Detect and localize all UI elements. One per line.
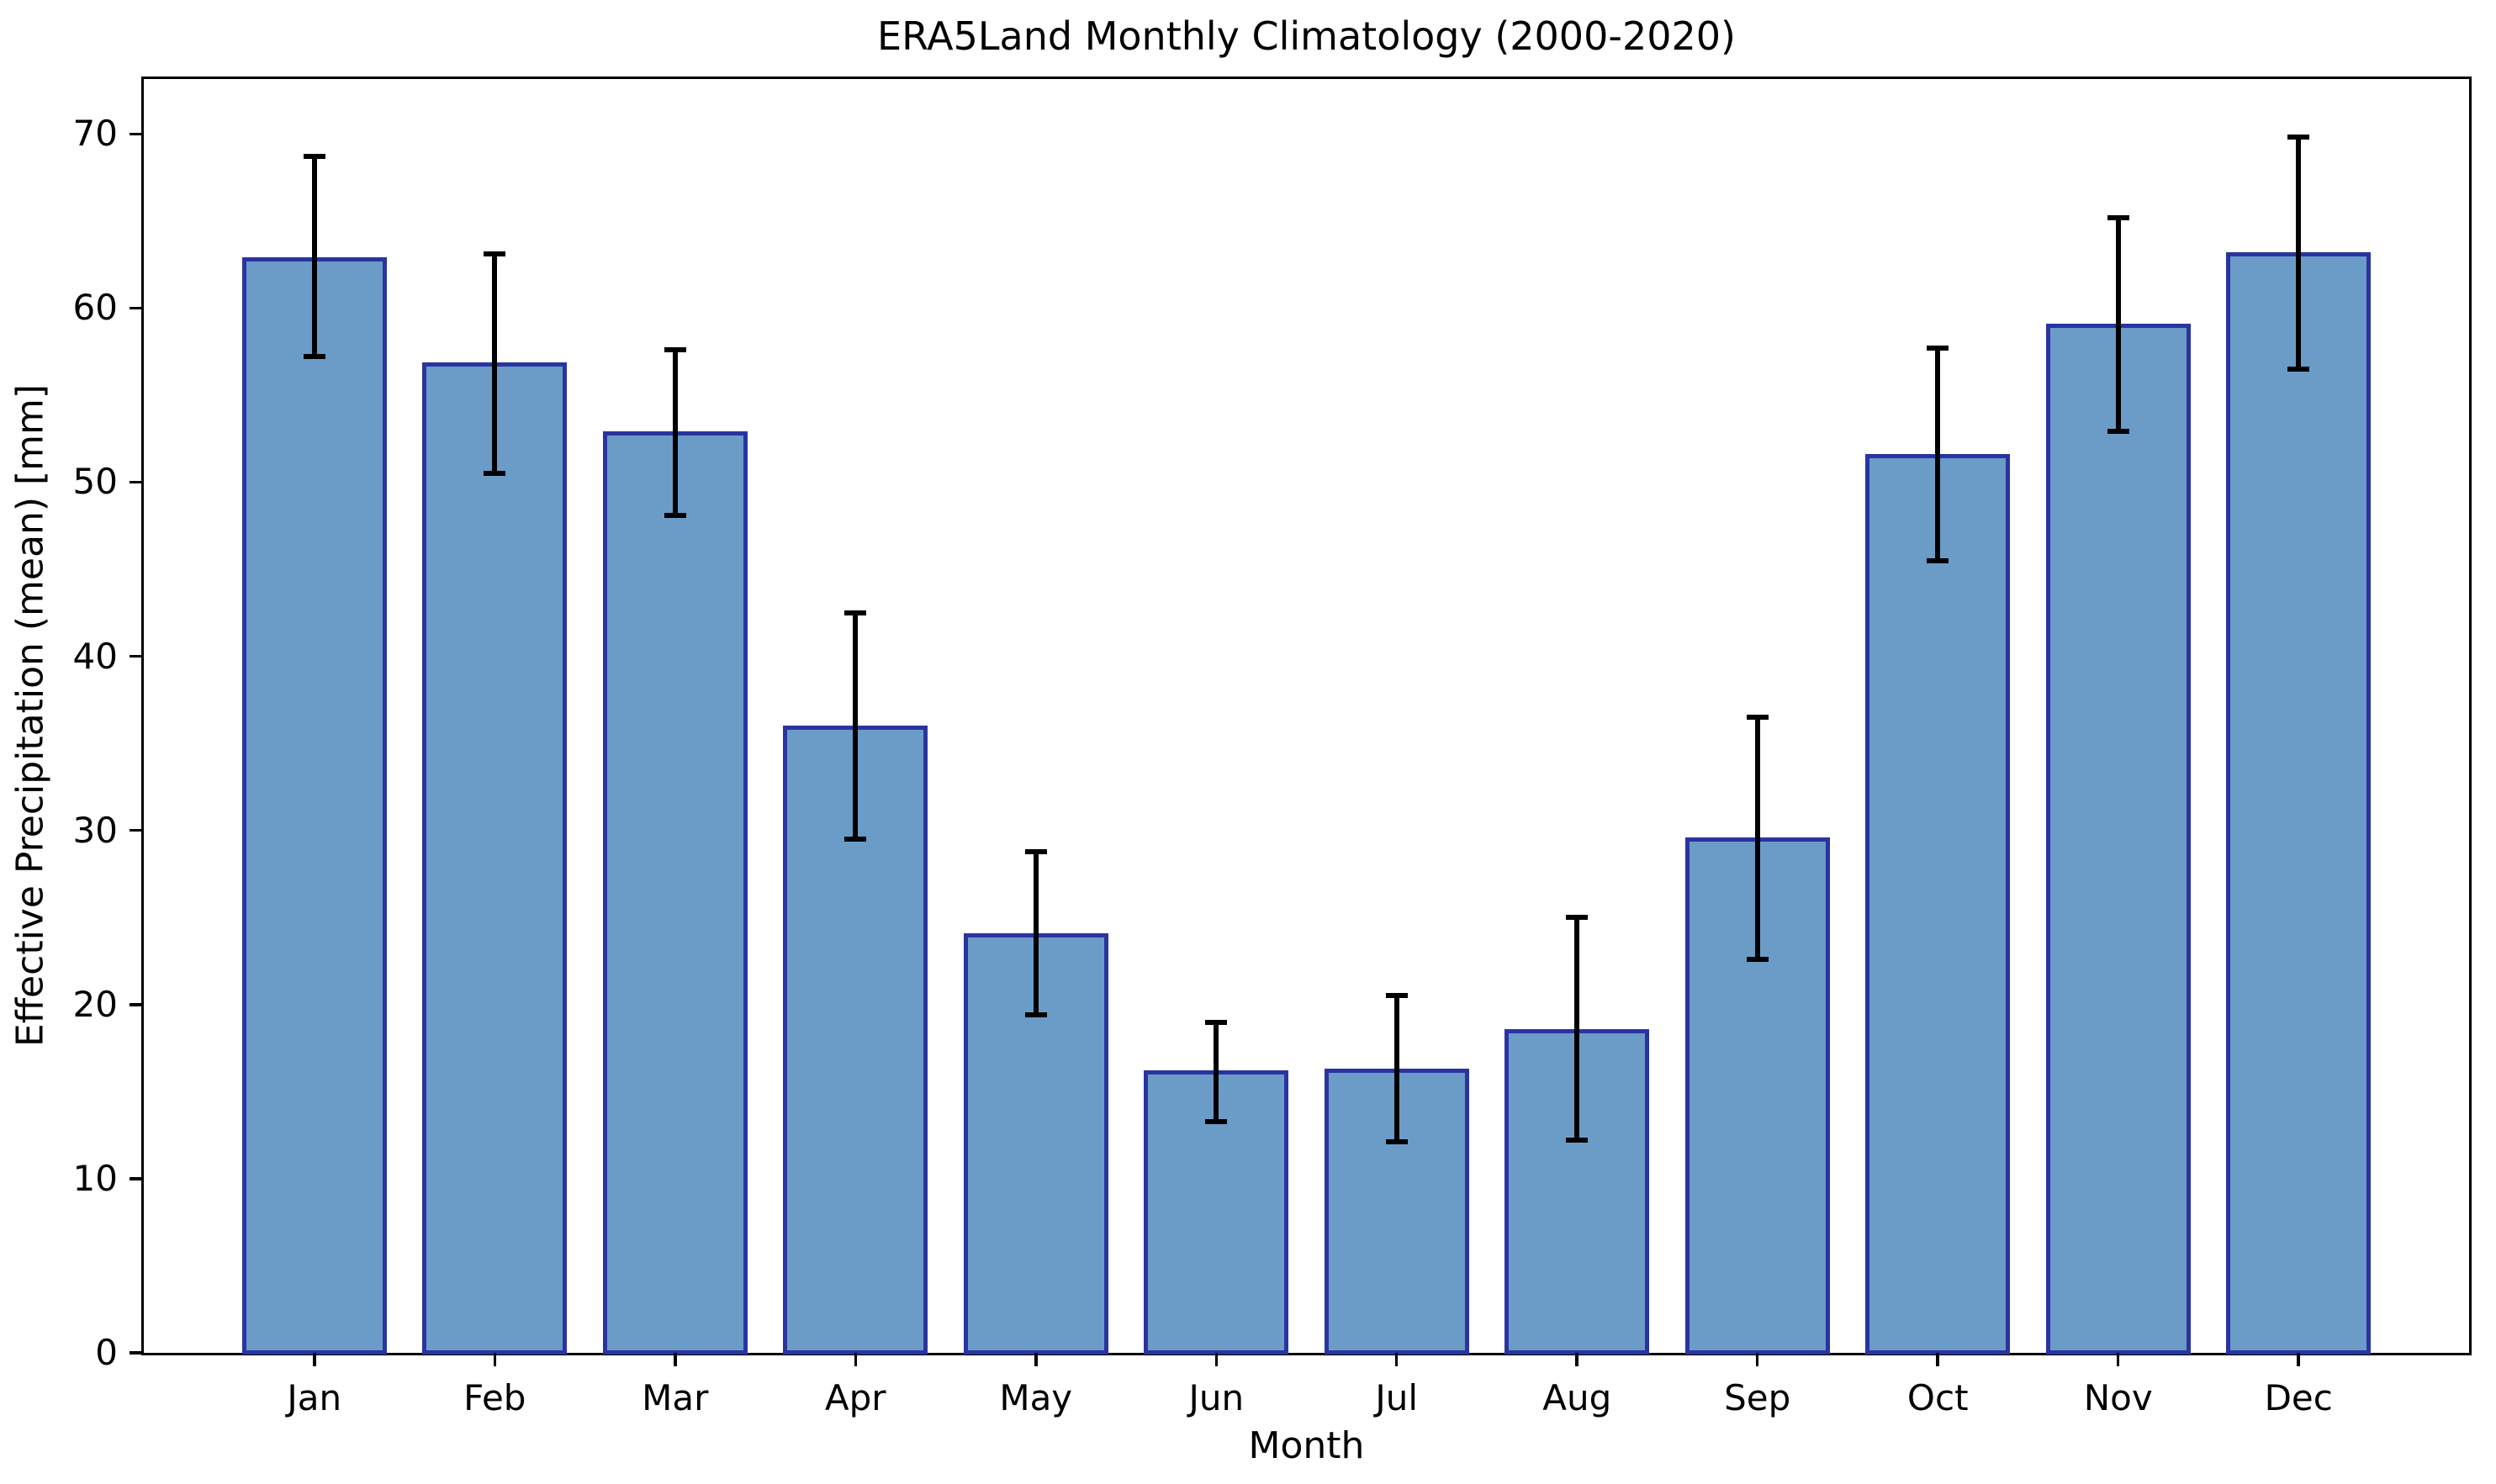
x-tick-label-mar: Mar <box>642 1377 709 1418</box>
y-tick-mark-40 <box>130 654 143 658</box>
errorbar-aug <box>1574 917 1580 1141</box>
y-tick-label-30: 30 <box>72 809 118 851</box>
errorbar-apr <box>853 612 859 840</box>
bar-jul <box>1324 1069 1469 1355</box>
x-tick-mark-aug <box>1575 1353 1579 1366</box>
bar-mar <box>602 431 748 1355</box>
x-tick-label-aug: Aug <box>1542 1377 1612 1418</box>
x-tick-label-apr: Apr <box>824 1377 886 1418</box>
errorbar-cap-top-oct <box>1927 346 1949 351</box>
x-tick-mark-mar <box>674 1353 677 1366</box>
x-tick-mark-apr <box>854 1353 857 1366</box>
errorbar-cap-top-nov <box>2107 214 2129 220</box>
errorbar-mar <box>672 350 678 515</box>
errorbar-cap-bottom-apr <box>844 837 867 842</box>
errorbar-cap-bottom-aug <box>1566 1138 1589 1143</box>
errorbar-cap-top-may <box>1024 848 1047 854</box>
x-tick-mark-jul <box>1394 1353 1399 1366</box>
bar-jan <box>241 257 387 1355</box>
y-tick-label-0: 0 <box>95 1332 118 1373</box>
x-tick-mark-nov <box>2116 1353 2120 1366</box>
errorbar-cap-bottom-jun <box>1205 1118 1228 1124</box>
errorbar-cap-top-jan <box>303 154 325 160</box>
y-tick-mark-50 <box>130 480 143 484</box>
y-tick-label-60: 60 <box>72 287 118 329</box>
x-tick-mark-jun <box>1214 1353 1218 1366</box>
errorbar-sep <box>1754 717 1760 959</box>
errorbar-cap-bottom-nov <box>2107 429 2129 435</box>
x-axis-label: Month <box>1248 1424 1365 1467</box>
chart-title: ERA5Land Monthly Climatology (2000-2020) <box>877 13 1736 59</box>
errorbar-jun <box>1214 1022 1219 1122</box>
errorbar-cap-top-apr <box>844 610 867 615</box>
y-tick-label-20: 20 <box>72 983 118 1025</box>
x-tick-label-jan: Jan <box>287 1377 342 1418</box>
x-tick-mark-feb <box>493 1353 497 1366</box>
errorbar-cap-bottom-mar <box>664 512 686 518</box>
y-tick-label-50: 50 <box>72 461 118 503</box>
bar-jun <box>1144 1070 1289 1355</box>
errorbar-cap-bottom-sep <box>1746 956 1769 962</box>
x-tick-label-oct: Oct <box>1906 1377 1969 1418</box>
errorbar-cap-top-feb <box>484 251 506 257</box>
x-tick-label-may: May <box>999 1377 1073 1418</box>
bar-oct <box>1865 454 2011 1355</box>
x-tick-label-sep: Sep <box>1724 1377 1791 1418</box>
y-tick-mark-20 <box>130 1003 143 1006</box>
errorbar-cap-top-sep <box>1746 715 1769 721</box>
x-tick-mark-may <box>1034 1353 1038 1366</box>
errorbar-cap-bottom-feb <box>484 471 506 477</box>
errorbar-cap-bottom-jan <box>303 354 325 360</box>
errorbar-cap-top-aug <box>1566 915 1589 921</box>
bar-dec <box>2226 252 2372 1355</box>
y-tick-mark-70 <box>130 132 143 136</box>
x-tick-mark-sep <box>1755 1353 1759 1366</box>
errorbar-oct <box>1935 348 1941 561</box>
errorbar-jan <box>311 156 317 357</box>
x-tick-label-dec: Dec <box>2264 1377 2333 1418</box>
y-tick-mark-10 <box>130 1177 143 1180</box>
x-tick-mark-oct <box>1936 1353 1939 1366</box>
errorbar-cap-top-mar <box>664 347 686 353</box>
errorbar-cap-top-dec <box>2287 135 2310 140</box>
errorbar-cap-top-jun <box>1205 1019 1228 1025</box>
errorbar-dec <box>2296 137 2302 369</box>
errorbar-cap-bottom-may <box>1024 1012 1047 1018</box>
y-tick-mark-60 <box>130 306 143 310</box>
x-tick-label-jun: Jun <box>1188 1377 1245 1418</box>
errorbar-jul <box>1393 995 1399 1143</box>
y-tick-label-40: 40 <box>72 635 118 677</box>
errorbar-cap-bottom-dec <box>2287 366 2310 372</box>
bar-nov <box>2045 324 2191 1355</box>
x-tick-label-feb: Feb <box>463 1377 526 1418</box>
errorbar-feb <box>492 254 498 474</box>
errorbar-cap-bottom-jul <box>1385 1139 1408 1145</box>
y-tick-mark-0 <box>130 1351 143 1355</box>
x-tick-mark-dec <box>2297 1353 2300 1366</box>
bar-feb <box>422 362 568 1355</box>
x-tick-mark-jan <box>313 1353 316 1366</box>
errorbar-may <box>1033 851 1039 1016</box>
errorbar-cap-bottom-oct <box>1927 557 1949 563</box>
x-tick-label-nov: Nov <box>2083 1377 2153 1418</box>
errorbar-cap-top-jul <box>1385 993 1408 999</box>
y-tick-mark-30 <box>130 828 143 832</box>
y-tick-label-70: 70 <box>72 113 118 155</box>
y-tick-label-10: 10 <box>72 1157 118 1199</box>
errorbar-nov <box>2115 217 2121 432</box>
x-tick-label-jul: Jul <box>1375 1377 1419 1418</box>
